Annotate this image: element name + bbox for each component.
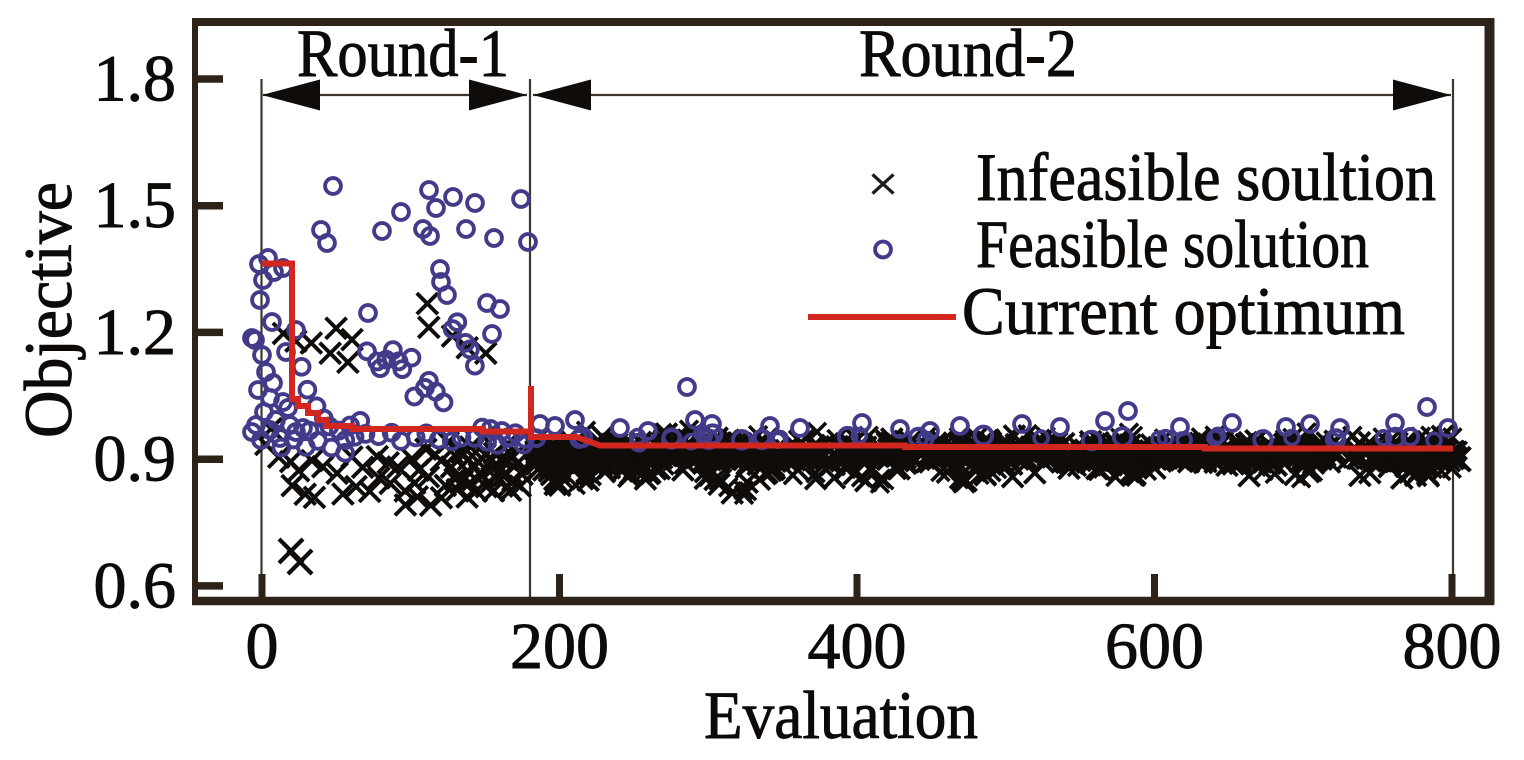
svg-text:400: 400 <box>808 610 907 683</box>
svg-text:Round-2: Round-2 <box>859 15 1077 91</box>
svg-text:0: 0 <box>246 610 279 683</box>
svg-text:1.2: 1.2 <box>94 296 177 369</box>
svg-text:Evaluation: Evaluation <box>704 677 978 753</box>
svg-text:Round-1: Round-1 <box>297 15 509 91</box>
svg-text:0.6: 0.6 <box>94 549 177 622</box>
svg-text:0.9: 0.9 <box>94 423 177 496</box>
svg-text:600: 600 <box>1105 610 1204 683</box>
svg-text:Objective: Objective <box>10 182 86 438</box>
svg-text:Infeasible soultion: Infeasible soultion <box>976 139 1436 215</box>
svg-text:1.8: 1.8 <box>94 43 177 116</box>
svg-text:Current optimum: Current optimum <box>962 273 1405 349</box>
svg-text:1.5: 1.5 <box>94 169 177 242</box>
svg-text:800: 800 <box>1403 610 1502 683</box>
svg-text:200: 200 <box>510 610 609 683</box>
svg-text:Feasible solution: Feasible solution <box>976 206 1369 282</box>
